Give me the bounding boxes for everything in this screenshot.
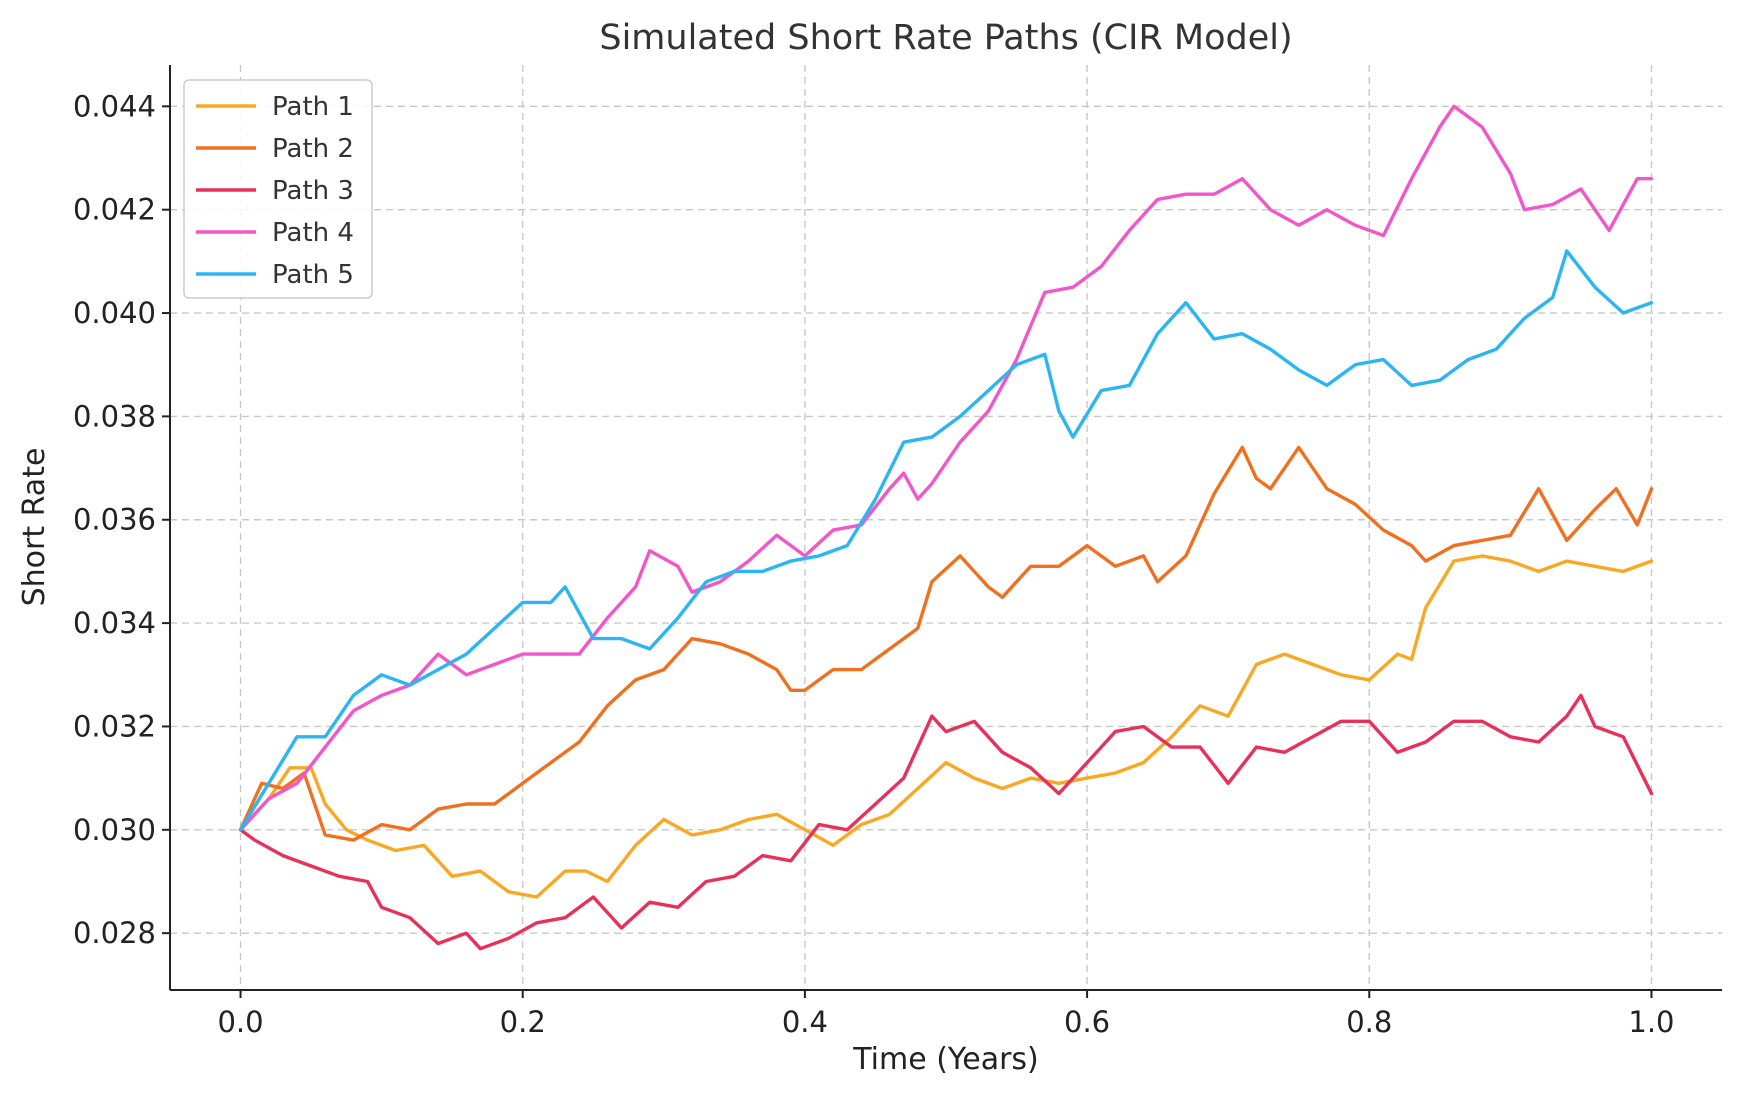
x-axis-label: Time (Years) <box>852 1042 1039 1077</box>
y-tick-label: 0.032 <box>73 709 156 743</box>
y-tick-label: 0.028 <box>73 916 156 950</box>
legend-box <box>183 79 373 299</box>
y-tick-label: 0.038 <box>73 399 156 433</box>
grid <box>170 65 1722 990</box>
legend-label-path-3: Path 3 <box>272 176 354 206</box>
x-tick-label: 0.4 <box>782 1005 828 1039</box>
y-tick-label: 0.044 <box>73 89 156 123</box>
y-tick-label: 0.030 <box>73 813 156 847</box>
legend-label-path-2: Path 2 <box>272 134 354 164</box>
legend-label-path-4: Path 4 <box>272 218 354 248</box>
axes <box>169 65 1722 991</box>
x-tick-label: 0.0 <box>217 1005 263 1039</box>
series-layer <box>238 104 1654 951</box>
x-tick-label: 0.2 <box>500 1005 546 1039</box>
legend-label-path-1: Path 1 <box>272 92 354 122</box>
x-tick-label: 0.6 <box>1064 1005 1110 1039</box>
legend: Path 1 Path 2 Path 3 Path 4 Path 5 <box>183 79 373 299</box>
x-ticks: 0.0 0.2 0.4 0.6 0.8 1.0 <box>217 990 1675 1039</box>
chart-title: Simulated Short Rate Paths (CIR Model) <box>599 18 1292 58</box>
y-tick-label: 0.034 <box>73 606 156 640</box>
x-tick-label: 0.8 <box>1346 1005 1392 1039</box>
series-line-path-5 <box>238 249 1654 832</box>
y-tick-label: 0.036 <box>73 503 156 537</box>
x-tick-label: 1.0 <box>1628 1005 1674 1039</box>
y-tick-label: 0.040 <box>73 296 156 330</box>
series-line-path-4 <box>238 104 1654 832</box>
y-tick-label: 0.042 <box>73 193 156 227</box>
y-axis-label: Short Rate <box>17 448 52 607</box>
y-ticks: 0.028 0.030 0.032 0.034 0.036 0.038 0.040 0.042… <box>73 89 170 950</box>
series-line-path-2 <box>238 445 1654 842</box>
legend-label-path-5: Path 5 <box>272 260 354 290</box>
series-line-path-1 <box>238 554 1654 899</box>
series-line-path-3 <box>238 693 1654 951</box>
legend-entries: Path 1 Path 2 Path 3 Path 4 Path 5 <box>196 92 354 290</box>
